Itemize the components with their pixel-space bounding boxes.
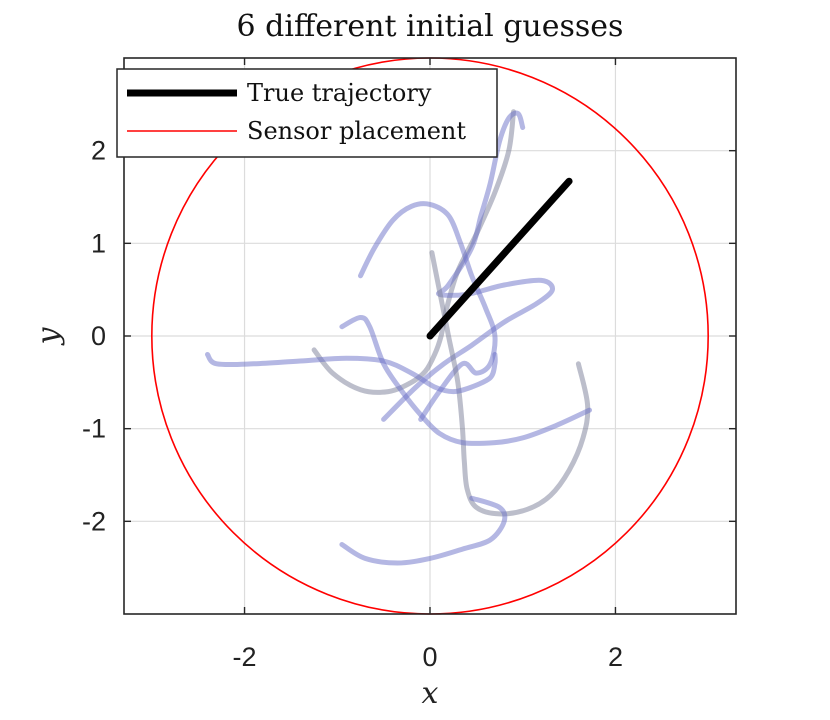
true-trajectory-line xyxy=(426,177,573,340)
axis-ticks: -2 0 2 2 1 0 -1 -2 xyxy=(82,58,736,672)
chart-title: 6 different initial guesses xyxy=(237,9,624,44)
y-tick-label: -2 xyxy=(82,506,106,536)
initial-guess-line-2 xyxy=(358,201,498,422)
legend: True trajectory Sensor placement xyxy=(116,68,498,158)
y-axis-label: y xyxy=(31,326,66,346)
x-tick-label: -2 xyxy=(233,642,257,672)
y-tick-label: 0 xyxy=(91,321,106,351)
y-tick-label: -1 xyxy=(82,414,106,444)
x-tick-label: 2 xyxy=(608,642,623,672)
x-axis-label: x xyxy=(422,676,439,711)
legend-label-true-trajectory: True trajectory xyxy=(247,79,432,107)
y-tick-label: 1 xyxy=(91,228,106,258)
initial-guess-line-5 xyxy=(205,352,498,395)
initial-guess-line-1 xyxy=(311,109,516,395)
x-tick-label: 0 xyxy=(422,642,437,672)
initial-guess-line-7 xyxy=(339,495,508,566)
legend-box xyxy=(116,68,498,158)
plot-area xyxy=(151,57,709,615)
initial-guess-line-4 xyxy=(429,250,591,517)
y-tick-label: 2 xyxy=(91,136,106,166)
initial-guess-line-6 xyxy=(339,315,592,446)
legend-label-sensor-placement: Sensor placement xyxy=(247,117,466,145)
